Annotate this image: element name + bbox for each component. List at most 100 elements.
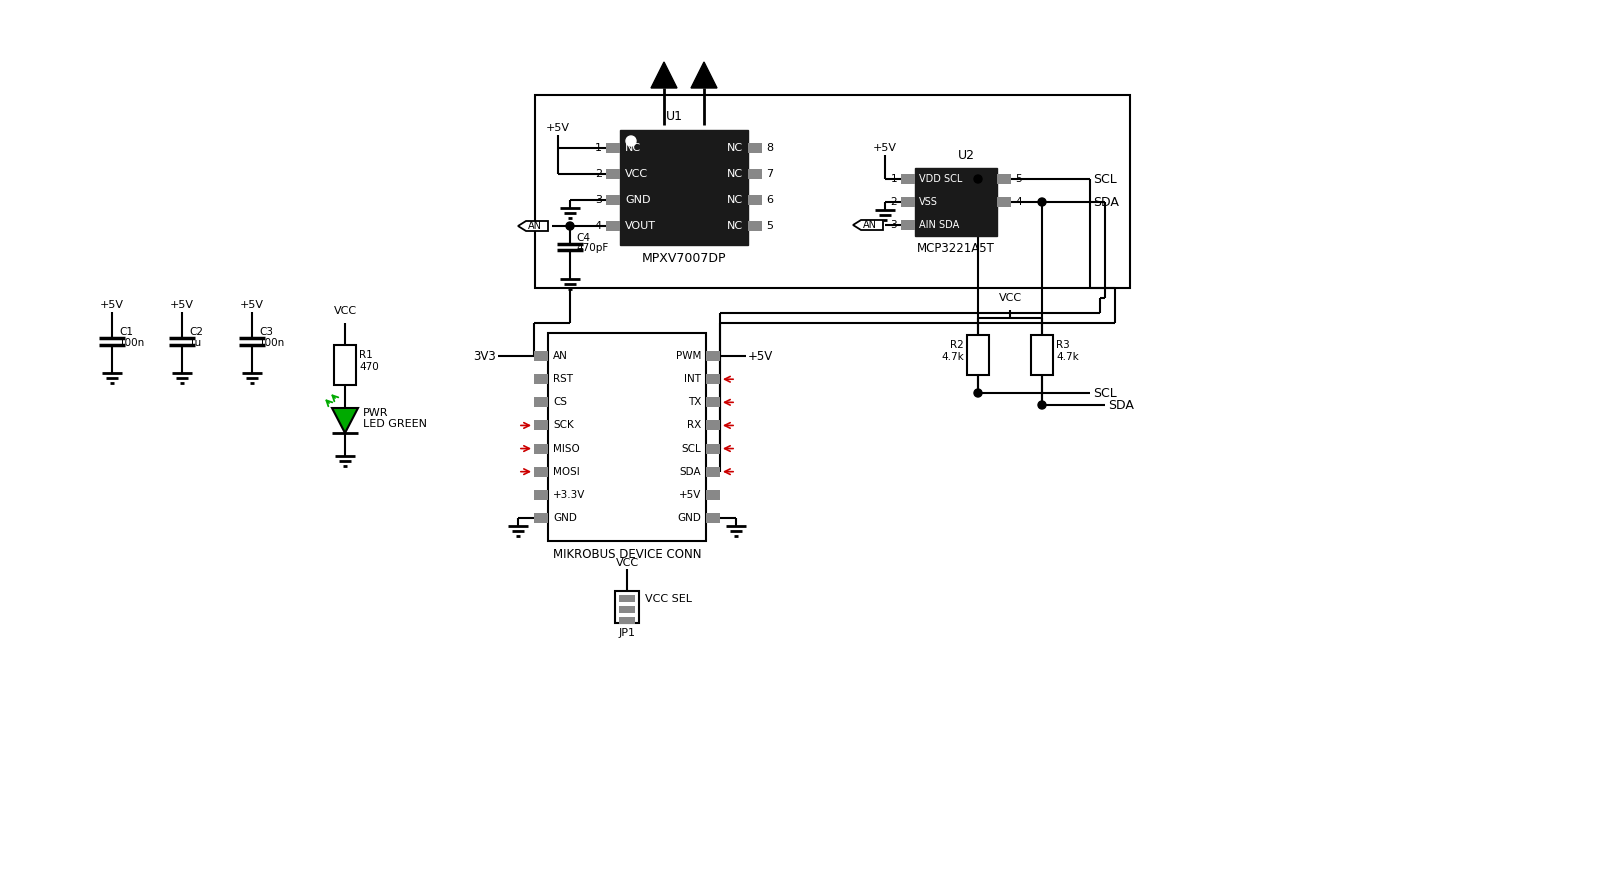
Text: MCP3221A5T: MCP3221A5T [918,241,995,254]
Bar [534,421,548,430]
Text: 1u: 1u [189,338,201,348]
Text: C2: C2 [189,327,203,337]
Text: SCL: SCL [1094,387,1116,400]
Bar [748,169,763,179]
Bar [998,174,1011,184]
Text: MISO: MISO [553,443,580,454]
Text: 3: 3 [595,195,601,205]
Bar [534,490,548,500]
Text: SDA: SDA [680,467,700,476]
Bar [536,95,1130,288]
Text: 4: 4 [595,221,601,231]
Text: RST: RST [553,375,572,384]
Text: +5V: +5V [873,143,897,153]
Text: +5V: +5V [169,300,193,310]
Bar [606,195,620,205]
Polygon shape [651,62,676,88]
Bar [1031,334,1054,375]
Bar [534,443,548,454]
Text: SCL: SCL [1094,172,1116,186]
Text: GND: GND [553,513,577,523]
Text: VCC: VCC [998,293,1022,303]
Text: GND: GND [676,513,700,523]
Bar [534,467,548,476]
Text: LED GREEN: LED GREEN [363,419,427,429]
Text: VCC: VCC [616,558,638,568]
Bar [967,334,990,375]
Text: U2: U2 [958,148,974,161]
Bar [900,197,915,207]
Polygon shape [691,62,716,88]
Bar [707,490,720,500]
Text: 470: 470 [360,361,379,372]
Text: 3V3: 3V3 [473,349,496,362]
Polygon shape [333,408,358,433]
Text: CS: CS [553,397,568,408]
Bar [915,168,998,236]
Text: AN: AN [863,220,876,230]
Polygon shape [852,220,883,230]
Circle shape [1038,401,1046,409]
Text: VSS: VSS [919,197,939,207]
Bar [606,169,620,179]
Bar [334,345,357,384]
Bar [707,443,720,454]
Bar [748,195,763,205]
Text: C4: C4 [576,233,590,243]
Bar [707,467,720,476]
Text: NC: NC [728,169,744,179]
Text: 5: 5 [766,221,772,231]
Text: SDA: SDA [1094,195,1119,208]
Text: U1: U1 [665,110,683,123]
Text: AIN SDA: AIN SDA [919,220,959,230]
Text: AN: AN [553,351,568,361]
Polygon shape [518,221,548,231]
Text: 3: 3 [891,220,897,230]
Text: VCC: VCC [334,306,357,316]
Text: NC: NC [728,221,744,231]
Bar [606,143,620,153]
Text: 4: 4 [1015,197,1022,207]
Text: NC: NC [728,195,744,205]
Text: R2: R2 [950,340,964,349]
Text: C3: C3 [259,327,273,337]
Text: +5V: +5V [240,300,264,310]
Text: VCC: VCC [625,169,648,179]
Text: 100n: 100n [259,338,285,348]
Bar [748,143,763,153]
Bar [619,606,635,613]
Text: MIKROBUS DEVICE CONN: MIKROBUS DEVICE CONN [553,548,702,561]
Text: RX: RX [686,421,700,430]
Text: +3.3V: +3.3V [553,490,585,500]
Text: 4.7k: 4.7k [942,352,964,361]
Text: R1: R1 [360,349,373,360]
Text: 100n: 100n [118,338,146,348]
Circle shape [974,175,982,183]
Text: JP1: JP1 [619,628,635,638]
Text: GND: GND [625,195,651,205]
Text: PWR: PWR [363,408,389,418]
Text: TX: TX [688,397,700,408]
Text: SCK: SCK [553,421,574,430]
Bar [619,595,635,602]
Circle shape [625,136,636,146]
Bar [616,591,640,623]
Text: 8: 8 [766,143,774,153]
Text: NC: NC [625,143,641,153]
Text: 6: 6 [766,195,772,205]
Text: 7: 7 [766,169,774,179]
Bar [707,397,720,408]
Circle shape [1038,198,1046,206]
Text: AN: AN [528,221,542,231]
Bar [707,375,720,384]
Bar [998,197,1011,207]
Text: 1: 1 [891,174,897,184]
Bar [534,513,548,523]
Bar [620,130,748,245]
Text: 1: 1 [595,143,601,153]
Text: 470pF: 470pF [576,243,608,253]
Text: R3: R3 [1055,340,1070,349]
Bar [619,617,635,624]
Text: +5V: +5V [101,300,125,310]
Bar [534,397,548,408]
